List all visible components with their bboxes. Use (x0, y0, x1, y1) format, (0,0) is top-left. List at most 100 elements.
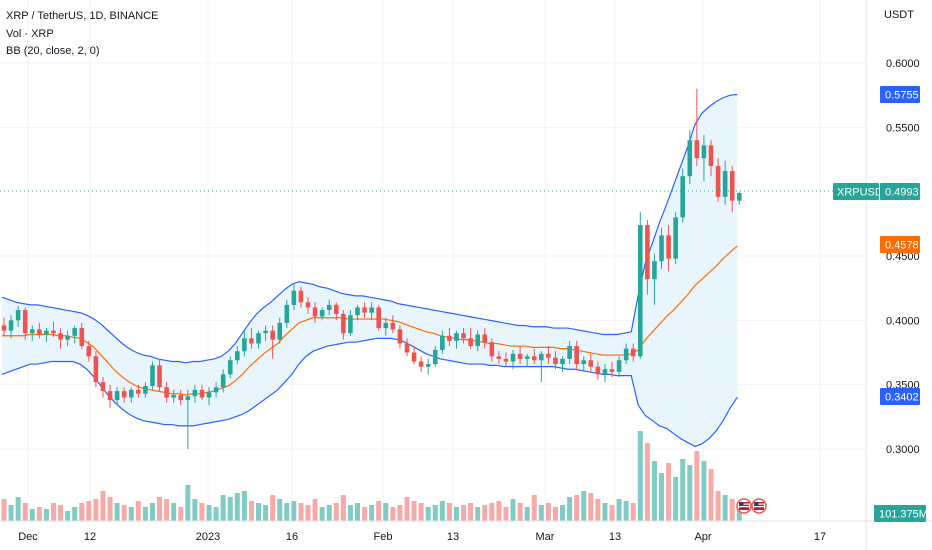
volume-bar (595, 499, 601, 521)
volume-bar (50, 503, 56, 521)
volume-bar (581, 491, 587, 521)
candle (8, 315, 14, 339)
time-tick-label: 13 (447, 531, 459, 543)
volume-bar (637, 431, 643, 521)
candle (192, 384, 198, 403)
volume-bar (736, 505, 742, 521)
candle (673, 212, 678, 264)
volume-bar (630, 503, 636, 521)
volume-bar (206, 505, 212, 521)
candle (708, 140, 714, 177)
volume-bar (355, 503, 360, 521)
volume-bar (588, 493, 594, 521)
candle (333, 302, 339, 321)
volume-bar (128, 507, 134, 521)
candle (79, 322, 85, 349)
candle (312, 302, 318, 323)
volume-bar (192, 499, 198, 521)
volume-bar (29, 509, 35, 521)
candle (418, 356, 424, 372)
volume-indicator-label[interactable]: Vol · XRP (6, 27, 54, 40)
candle (517, 346, 523, 365)
candle (496, 351, 502, 365)
us-flag-event-icon[interactable] (736, 498, 752, 514)
candle (128, 387, 134, 403)
volume-bar (298, 503, 304, 521)
volume-bar (376, 501, 382, 521)
candle (630, 343, 636, 362)
candle (213, 382, 219, 398)
volume-bar (107, 497, 113, 521)
volume-bar (291, 501, 297, 521)
volume-bar (439, 501, 445, 521)
candle (560, 356, 565, 372)
candle (305, 297, 311, 314)
volume-bar (397, 505, 403, 521)
time-tick-label: 2023 (196, 531, 220, 543)
candle (65, 330, 70, 347)
candle (736, 191, 742, 205)
bollinger-indicator-label[interactable]: BB (20, close, 2, 0) (6, 45, 100, 57)
time-axis[interactable]: Dec 12 2023 16 Feb 13 Mar 13 Apr 17 (18, 531, 826, 543)
candle (666, 225, 671, 272)
volume-bar (58, 505, 64, 521)
volume-bar (15, 497, 21, 521)
candle (475, 330, 480, 352)
svg-text:101.375M: 101.375M (879, 509, 928, 521)
candle (729, 165, 735, 213)
candle (489, 338, 495, 362)
volume-bar (461, 505, 467, 521)
volume-bar (496, 501, 502, 521)
volume-bar (715, 491, 721, 521)
candle (37, 322, 42, 339)
candle (171, 389, 176, 403)
time-tick-label: Feb (374, 531, 393, 543)
price-tick-label: 0.4000 (886, 315, 920, 327)
volume-bar (560, 505, 566, 521)
candle (291, 284, 297, 311)
volume-bar (651, 461, 657, 521)
volume-bar (36, 507, 42, 521)
time-tick-label: Dec (18, 531, 38, 543)
candle (326, 299, 332, 316)
candle (687, 129, 693, 184)
time-tick-label: 12 (84, 531, 96, 543)
candle (623, 343, 629, 365)
candle (178, 389, 184, 406)
candle (185, 389, 191, 449)
volume-bar (701, 461, 707, 521)
volume-bar (79, 503, 85, 521)
candle (694, 88, 700, 166)
volume-bar (446, 503, 452, 521)
volume-bar (333, 503, 339, 521)
candle (298, 286, 304, 308)
price-tick-label: 0.3000 (886, 444, 920, 456)
volume-bar (687, 465, 693, 521)
symbol-title[interactable]: XRP / TetherUS, 1D, BINANCE (6, 10, 159, 22)
volume-bar (418, 503, 424, 521)
candle (51, 321, 56, 338)
candle (114, 387, 120, 406)
candle (482, 328, 488, 349)
candle (574, 340, 579, 370)
volume-bar (248, 501, 254, 521)
candle (362, 302, 367, 318)
volume-bar (256, 503, 262, 521)
candle (454, 330, 459, 349)
volume-bar (284, 503, 290, 521)
volume-bar (673, 477, 679, 521)
volume-bar (524, 507, 530, 521)
volume-bar (411, 501, 417, 521)
candle (581, 356, 587, 372)
volume-bar (729, 499, 735, 521)
candle (411, 346, 417, 365)
candle (249, 328, 254, 349)
us-flag-event-icon[interactable] (751, 498, 767, 514)
volume-bar (574, 495, 580, 521)
volume-bar (708, 469, 714, 521)
volume-bar (552, 507, 558, 521)
candle (468, 328, 473, 349)
candle (539, 351, 544, 383)
